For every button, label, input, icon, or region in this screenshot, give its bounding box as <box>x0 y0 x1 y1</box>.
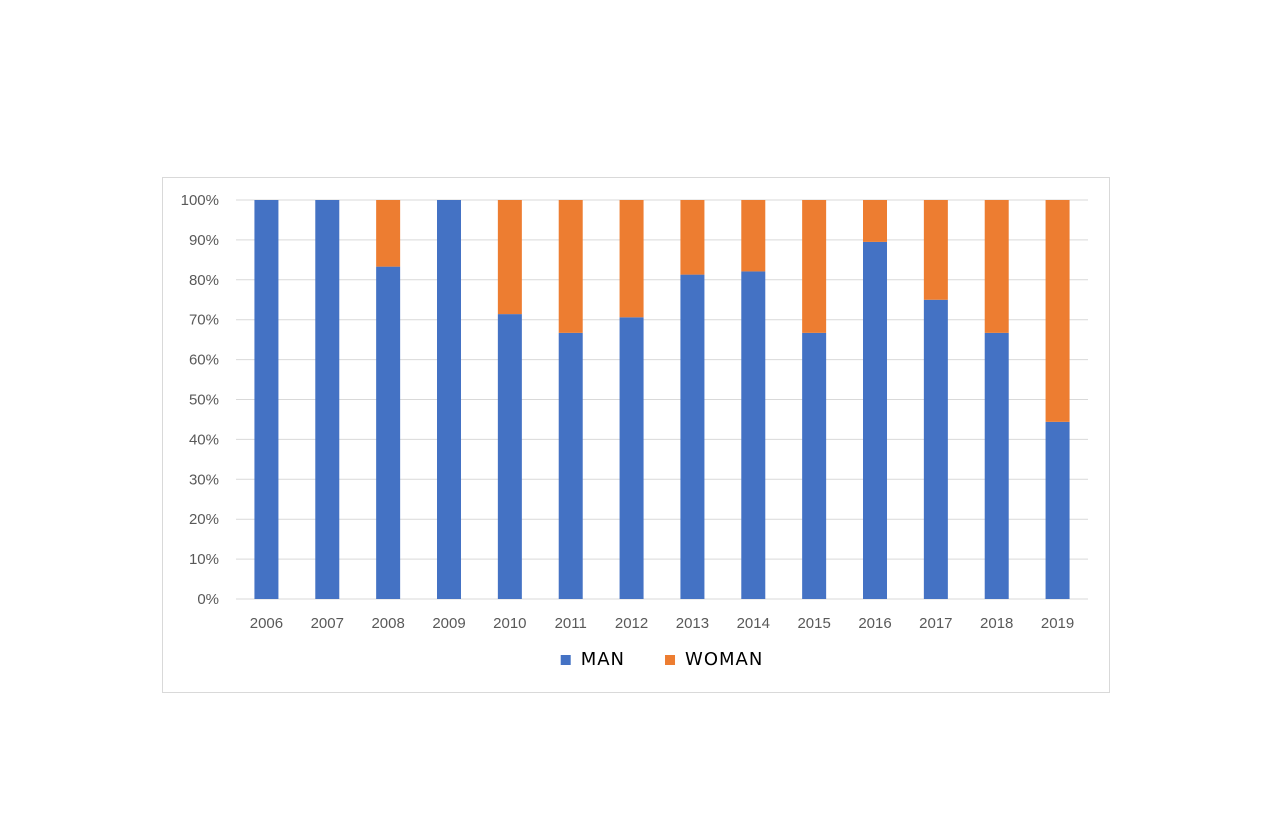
x-tick-label: 2012 <box>615 615 648 632</box>
x-tick-label: 2007 <box>311 615 344 632</box>
bar-man-2019 <box>1045 421 1070 599</box>
y-tick-label: 20% <box>189 511 219 528</box>
legend-item-man: MAN <box>560 649 625 670</box>
x-axis-tick-labels: 2006 2007 2008 2009 2010 2011 2012 2013 2014 2015… <box>250 615 1075 632</box>
legend: MAN WOMAN <box>560 649 763 670</box>
stacked-bar-chart: 0%10%20%30%40%50%60%70%80%90%100% 2006 20… <box>181 192 1088 670</box>
legend-swatch <box>665 655 676 665</box>
y-tick-label: 90% <box>189 232 219 249</box>
legend-item-woman: WOMAN <box>665 649 763 670</box>
legend-label: WOMAN <box>685 649 763 670</box>
bar-man-2017 <box>923 299 948 599</box>
x-tick-label: 2011 <box>555 615 587 632</box>
bar-man-2009 <box>437 200 461 599</box>
y-tick-label: 40% <box>189 431 219 448</box>
bar-woman-2010 <box>497 200 522 315</box>
y-tick-label: 30% <box>189 471 219 488</box>
y-axis-tick-labels: 0% 10% 20% 30% 40% 50% 60% 70% 80% 90% 100% <box>181 192 219 608</box>
y-tick-label: 60% <box>189 352 219 369</box>
bar-man-2008 <box>376 266 401 599</box>
bar-woman-2008 <box>376 200 401 267</box>
bar-woman-2017 <box>923 200 948 300</box>
bar-man-2012 <box>619 317 644 599</box>
x-tick-label: 2018 <box>980 615 1013 632</box>
bar-man-2010 <box>497 314 522 599</box>
x-tick-label: 2015 <box>797 615 830 632</box>
y-tick-label: 0% <box>197 591 219 608</box>
x-tick-label: 2013 <box>676 615 709 632</box>
bars <box>254 200 1070 599</box>
bar-woman-2013 <box>680 200 705 275</box>
gridlines <box>236 199 1088 600</box>
bar-man-2011 <box>558 332 583 599</box>
x-tick-label: 2019 <box>1041 615 1074 632</box>
legend-swatch <box>560 655 571 665</box>
y-tick-label: 50% <box>189 392 219 409</box>
legend-label: MAN <box>581 649 625 670</box>
x-tick-label: 2008 <box>371 615 404 632</box>
bar-woman-2015 <box>802 200 827 333</box>
bar-man-2015 <box>802 332 827 599</box>
y-tick-label: 80% <box>189 272 219 289</box>
x-tick-label: 2009 <box>432 615 465 632</box>
bar-man-2016 <box>863 241 887 599</box>
x-tick-label: 2016 <box>858 615 891 632</box>
bar-woman-2012 <box>619 200 644 318</box>
bar-man-2013 <box>680 274 705 599</box>
bar-man-2018 <box>984 332 1009 599</box>
bar-woman-2016 <box>863 200 887 242</box>
y-tick-label: 70% <box>189 312 219 329</box>
x-tick-label: 2017 <box>919 615 952 632</box>
x-tick-label: 2006 <box>250 615 283 632</box>
y-tick-label: 10% <box>189 551 219 568</box>
bar-man-2007 <box>315 200 340 599</box>
bar-woman-2019 <box>1045 200 1070 422</box>
x-tick-label: 2010 <box>493 615 526 632</box>
chart-frame: 0% 10% 20% 30% 40% 50% 60% 70% 80% 90% 100% 2006 20… <box>162 177 1110 693</box>
bar-man-2014 <box>741 271 766 599</box>
bar-woman-2018 <box>984 200 1009 333</box>
bar-man-2006 <box>254 200 279 599</box>
bar-woman-2011 <box>558 200 583 333</box>
y-tick-label: 100% <box>181 192 219 209</box>
x-tick-label: 2014 <box>737 615 770 632</box>
bar-woman-2014 <box>741 200 766 272</box>
